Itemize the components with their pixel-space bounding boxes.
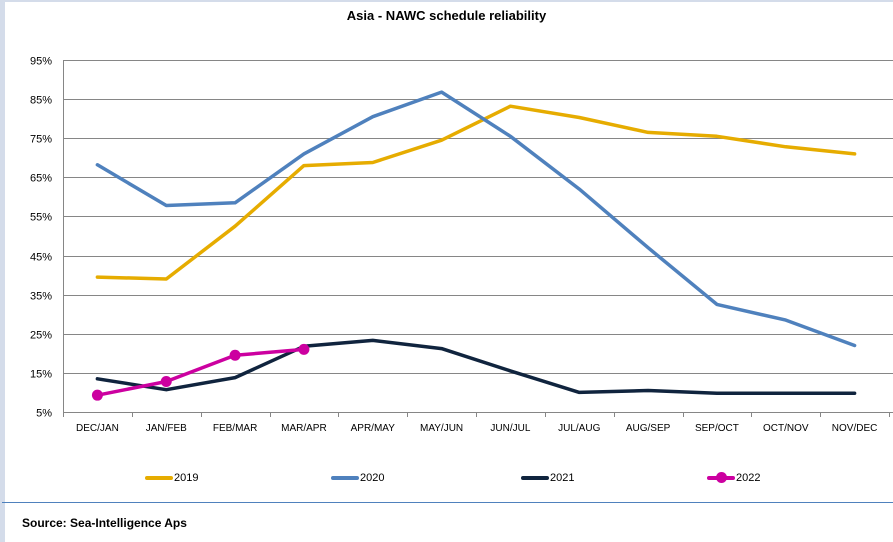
- y-tick-label: 15%: [30, 369, 52, 381]
- chart-frame-top: [0, 0, 893, 2]
- legend-swatch: [145, 476, 173, 480]
- series-line-2022: [95, 347, 306, 397]
- series-lines: [91, 90, 857, 401]
- gridlines: [63, 60, 893, 413]
- x-tick-label: FEB/MAR: [213, 423, 257, 434]
- y-tick-label: 85%: [30, 95, 52, 107]
- series-line-2021: [95, 338, 857, 395]
- series-line-2019: [95, 104, 857, 281]
- x-tick-label: AUG/SEP: [626, 423, 671, 434]
- legend-item-2021: 2021: [521, 472, 574, 484]
- x-tick-label: DEC/JAN: [76, 423, 119, 434]
- x-axis: [63, 60, 890, 417]
- y-tick-label: 35%: [30, 291, 52, 303]
- x-tick-label: SEP/OCT: [695, 423, 739, 434]
- legend-swatch: [331, 476, 359, 480]
- y-tick-label: 75%: [30, 134, 52, 146]
- x-tick-label: NOV/DEC: [832, 423, 878, 434]
- series-line-2020: [95, 90, 857, 348]
- legend-item-2020: 2020: [331, 472, 384, 484]
- chart-title: Asia - NAWC schedule reliability: [346, 8, 547, 23]
- x-tick-label: JAN/FEB: [146, 423, 187, 434]
- legend-item-2019: 2019: [145, 472, 198, 484]
- y-tick-label: 95%: [30, 56, 52, 68]
- legend-label: 2019: [174, 472, 199, 484]
- x-axis-tick-labels: DEC/JAN JAN/FEB FEB/MAR MAR/APR APR/MAY MAY/J…: [76, 423, 877, 434]
- x-tick-label: JUN/JUL: [490, 423, 530, 434]
- data-point-2022: [91, 389, 103, 401]
- x-tick-label: APR/MAY: [351, 423, 396, 434]
- legend-swatch: [521, 476, 549, 480]
- x-tick-label: OCT/NOV: [763, 423, 809, 434]
- legend: 2019 2020 2021 2022: [0, 472, 893, 488]
- legend-swatch: [707, 472, 735, 483]
- y-tick-label: 55%: [30, 212, 52, 224]
- data-point-2022: [298, 343, 310, 355]
- y-tick-label: 5%: [36, 408, 52, 420]
- footer-divider: [2, 502, 893, 503]
- x-tick-label: MAR/APR: [281, 423, 327, 434]
- y-tick-label: 45%: [30, 252, 52, 264]
- data-point-2022: [229, 349, 241, 361]
- legend-marker: [716, 472, 727, 483]
- chart-frame-left: [0, 0, 5, 542]
- data-point-2022: [160, 375, 172, 387]
- source-note: Source: Sea-Intelligence Aps: [22, 516, 187, 530]
- legend-label: 2021: [550, 472, 575, 484]
- line-chart: 5% 15% 25% 35% 45% 55% 65% 75% 85% 95% DEC/JAN JAN…: [30, 56, 893, 434]
- legend-label: 2020: [360, 472, 385, 484]
- y-tick-label: 65%: [30, 173, 52, 185]
- x-tick-label: JUL/AUG: [558, 423, 600, 434]
- y-tick-label: 25%: [30, 330, 52, 342]
- legend-label: 2022: [736, 472, 761, 484]
- legend-item-2022: 2022: [707, 472, 760, 484]
- x-tick-label: MAY/JUN: [420, 423, 463, 434]
- y-axis-tick-labels: 5% 15% 25% 35% 45% 55% 65% 75% 85% 95%: [30, 56, 52, 420]
